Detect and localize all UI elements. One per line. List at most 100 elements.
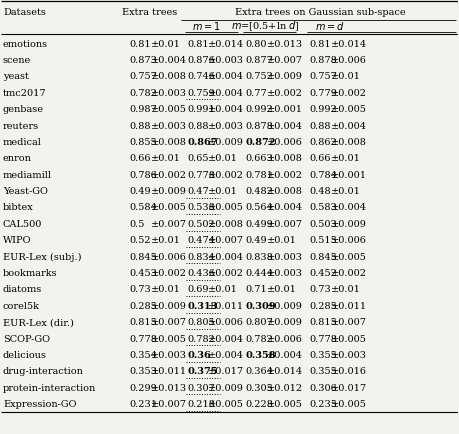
Text: 0.305: 0.305 — [246, 383, 273, 392]
Text: 0.583: 0.583 — [309, 203, 337, 212]
Text: 0.81: 0.81 — [309, 39, 331, 49]
Text: 0.285: 0.285 — [309, 301, 337, 310]
Text: 0.36: 0.36 — [187, 350, 211, 359]
Text: 0.778: 0.778 — [187, 170, 215, 179]
Text: ±0.008: ±0.008 — [151, 72, 187, 81]
Text: 0.353: 0.353 — [130, 367, 157, 375]
Text: ±0.005: ±0.005 — [208, 203, 244, 212]
Text: 0.538: 0.538 — [187, 203, 215, 212]
Text: 0.752: 0.752 — [246, 72, 274, 81]
Text: drug-interaction: drug-interaction — [3, 367, 84, 375]
Text: ±0.012: ±0.012 — [267, 383, 302, 392]
Text: ±0.016: ±0.016 — [331, 367, 367, 375]
Text: 0.444: 0.444 — [246, 268, 274, 277]
Text: 0.299: 0.299 — [130, 383, 157, 392]
Text: 0.375: 0.375 — [187, 367, 218, 375]
Text: ±0.004: ±0.004 — [208, 89, 244, 98]
Text: ±0.005: ±0.005 — [208, 399, 244, 408]
Text: ±0.01: ±0.01 — [331, 187, 361, 196]
Text: 0.584: 0.584 — [130, 203, 157, 212]
Text: protein-interaction: protein-interaction — [3, 383, 96, 392]
Text: 0.778: 0.778 — [130, 334, 157, 343]
Text: 0.81: 0.81 — [187, 39, 209, 49]
Text: 0.867: 0.867 — [187, 138, 218, 147]
Text: ±0.006: ±0.006 — [151, 252, 187, 261]
Text: ±0.003: ±0.003 — [151, 89, 187, 98]
Text: ±0.006: ±0.006 — [331, 56, 367, 65]
Text: ±0.005: ±0.005 — [331, 334, 367, 343]
Text: 0.878: 0.878 — [309, 56, 337, 65]
Text: 0.228: 0.228 — [246, 399, 274, 408]
Text: ±0.007: ±0.007 — [331, 317, 367, 326]
Text: $m$=[0.5+ln $d$]: $m$=[0.5+ln $d$] — [231, 19, 300, 33]
Text: ±0.006: ±0.006 — [331, 236, 367, 245]
Text: 0.746: 0.746 — [187, 72, 215, 81]
Text: ±0.009: ±0.009 — [208, 138, 244, 147]
Text: ±0.005: ±0.005 — [151, 334, 187, 343]
Text: ±0.008: ±0.008 — [331, 138, 367, 147]
Text: 0.285: 0.285 — [130, 301, 157, 310]
Text: 0.757: 0.757 — [130, 72, 157, 81]
Text: 0.88: 0.88 — [187, 121, 209, 130]
Text: ±0.013: ±0.013 — [267, 39, 302, 49]
Text: 0.81: 0.81 — [130, 39, 151, 49]
Text: ±0.01: ±0.01 — [208, 154, 238, 163]
Text: ±0.007: ±0.007 — [151, 399, 187, 408]
Text: 0.48: 0.48 — [309, 187, 331, 196]
Text: medical: medical — [3, 138, 42, 147]
Text: 0.845: 0.845 — [130, 252, 157, 261]
Text: ±0.005: ±0.005 — [331, 105, 367, 114]
Text: ±0.004: ±0.004 — [208, 252, 244, 261]
Text: 0.991: 0.991 — [187, 105, 215, 114]
Text: 0.364: 0.364 — [246, 367, 274, 375]
Text: 0.815: 0.815 — [309, 317, 337, 326]
Text: ±0.009: ±0.009 — [151, 301, 187, 310]
Text: ±0.005: ±0.005 — [151, 203, 187, 212]
Text: 0.52: 0.52 — [130, 236, 151, 245]
Text: ±0.004: ±0.004 — [208, 105, 244, 114]
Text: bibtex: bibtex — [3, 203, 34, 212]
Text: ±0.017: ±0.017 — [331, 383, 367, 392]
Text: 0.88: 0.88 — [130, 121, 151, 130]
Text: 0.815: 0.815 — [130, 317, 157, 326]
Text: ±0.01: ±0.01 — [331, 154, 361, 163]
Text: tmc2017: tmc2017 — [3, 89, 47, 98]
Text: CAL500: CAL500 — [3, 219, 42, 228]
Text: ±0.006: ±0.006 — [267, 334, 302, 343]
Text: 0.663: 0.663 — [246, 154, 273, 163]
Text: ±0.006: ±0.006 — [267, 138, 302, 147]
Text: 0.499: 0.499 — [246, 219, 273, 228]
Text: ±0.002: ±0.002 — [208, 170, 244, 179]
Text: 0.782: 0.782 — [246, 334, 274, 343]
Text: delicious: delicious — [3, 350, 47, 359]
Text: ±0.014: ±0.014 — [267, 367, 302, 375]
Text: ±0.009: ±0.009 — [331, 219, 367, 228]
Text: 0.77: 0.77 — [246, 89, 267, 98]
Text: emotions: emotions — [3, 39, 48, 49]
Text: 0.782: 0.782 — [187, 334, 215, 343]
Text: 0.309: 0.309 — [246, 301, 276, 310]
Text: 0.805: 0.805 — [187, 317, 215, 326]
Text: ±0.003: ±0.003 — [151, 350, 187, 359]
Text: ±0.001: ±0.001 — [267, 105, 302, 114]
Text: Extra trees on Gaussian sub-space: Extra trees on Gaussian sub-space — [235, 8, 406, 17]
Text: diatoms: diatoms — [3, 285, 42, 294]
Text: ±0.005: ±0.005 — [267, 399, 302, 408]
Text: ±0.011: ±0.011 — [208, 301, 244, 310]
Text: 0.855: 0.855 — [130, 138, 157, 147]
Text: $m = 1$: $m = 1$ — [192, 20, 221, 32]
Text: ±0.01: ±0.01 — [331, 285, 361, 294]
Text: Datasets: Datasets — [3, 8, 46, 17]
Text: 0.784: 0.784 — [309, 170, 337, 179]
Text: 0.436: 0.436 — [187, 268, 215, 277]
Text: 0.231: 0.231 — [130, 399, 158, 408]
Text: 0.838: 0.838 — [246, 252, 273, 261]
Text: 0.474: 0.474 — [187, 236, 215, 245]
Text: 0.482: 0.482 — [246, 187, 274, 196]
Text: ±0.009: ±0.009 — [267, 301, 302, 310]
Text: 0.992: 0.992 — [309, 105, 337, 114]
Text: ±0.002: ±0.002 — [151, 170, 187, 179]
Text: 0.354: 0.354 — [130, 350, 157, 359]
Text: ±0.01: ±0.01 — [151, 285, 181, 294]
Text: ±0.003: ±0.003 — [267, 268, 302, 277]
